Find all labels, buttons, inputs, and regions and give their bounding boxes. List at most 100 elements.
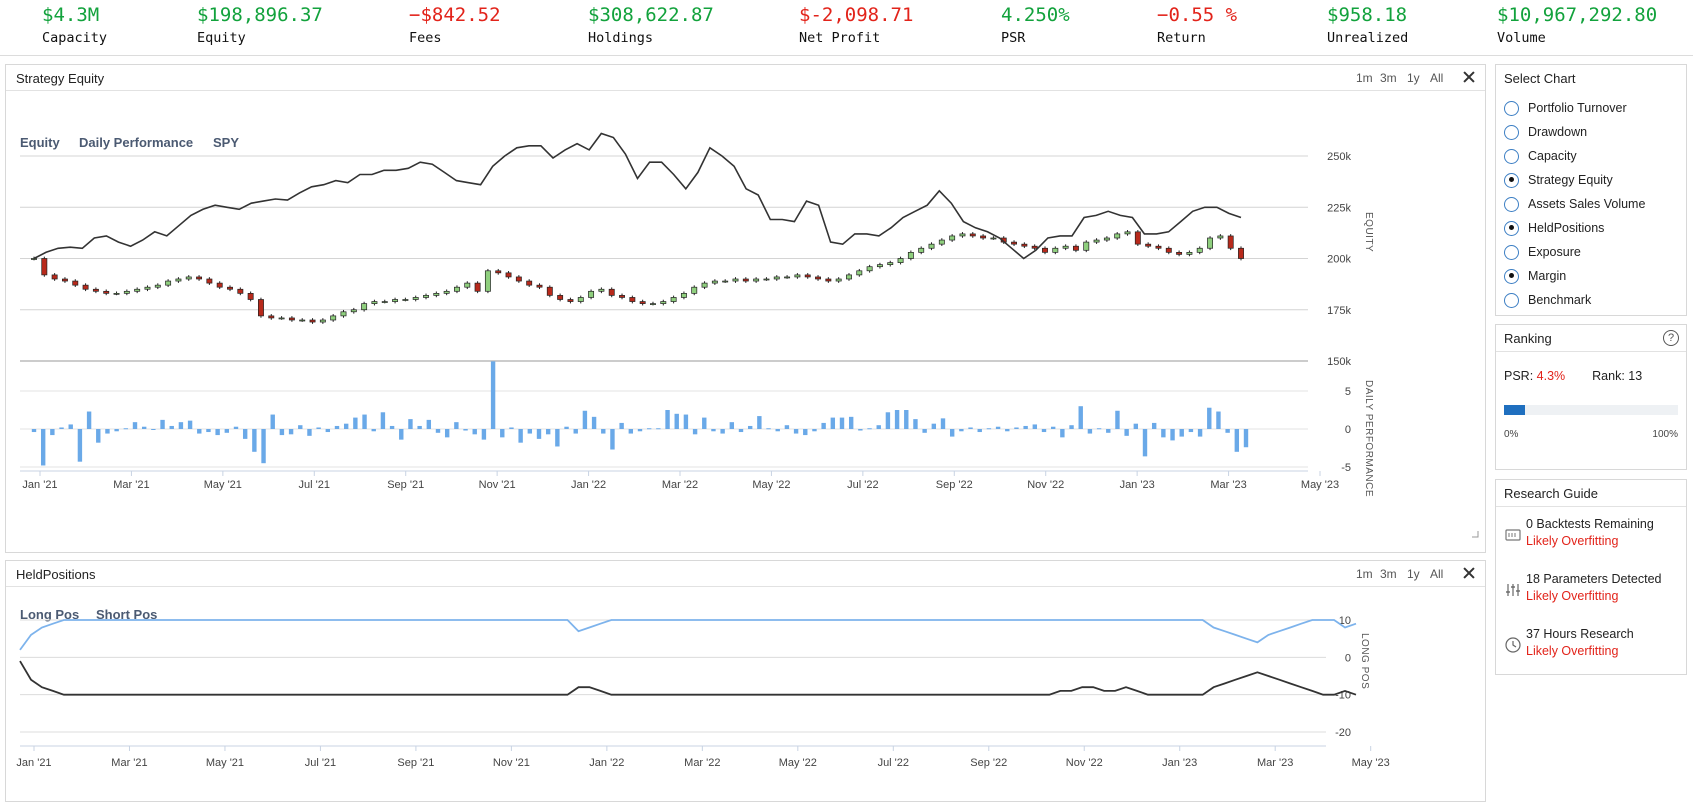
- x-tick-label: Jul '22: [878, 757, 909, 769]
- radio-label: Benchmark: [1528, 293, 1592, 307]
- daily-performance-bar: [803, 429, 808, 436]
- candle: [412, 297, 419, 300]
- x-tick-label: Mar '21: [113, 479, 149, 491]
- radio-icon[interactable]: [1504, 244, 1519, 260]
- y-tick-label: -5: [1341, 462, 1351, 474]
- stat-label: Capacity: [42, 30, 108, 46]
- candle: [639, 301, 646, 304]
- daily-performance-bar: [683, 414, 689, 429]
- range-3m-button[interactable]: 3m: [1380, 71, 1397, 85]
- daily-performance-bar: [1216, 411, 1221, 429]
- chart-option-drawdown[interactable]: Drawdown: [1504, 122, 1587, 142]
- daily-performance-bar: [380, 412, 386, 429]
- help-icon[interactable]: ?: [1663, 330, 1679, 346]
- panel-header: HeldPositions 1m 3m 1y All: [6, 561, 1485, 587]
- radio-icon[interactable]: [1504, 196, 1519, 212]
- daily-performance-bar: [977, 429, 982, 433]
- chart-option-margin[interactable]: Margin: [1504, 266, 1566, 286]
- candle: [433, 293, 440, 296]
- y-axis-title: LONG POS: [1359, 633, 1370, 689]
- x-tick-label: Jan '21: [22, 479, 57, 491]
- stat-net-profit: $-2,098.71 Net Profit: [799, 4, 913, 47]
- candle: [495, 270, 502, 274]
- x-tick-label: Nov '21: [479, 479, 516, 491]
- legend-spy[interactable]: SPY: [213, 135, 239, 150]
- stat-value: $308,622.87: [588, 4, 714, 26]
- candle: [691, 286, 698, 294]
- candle: [340, 311, 347, 317]
- daily-performance-bar: [334, 425, 340, 429]
- strategy-equity-panel: Strategy Equity 1m 3m 1y All Equity Dail…: [5, 64, 1486, 553]
- daily-performance-bar: [343, 423, 349, 429]
- daily-performance-bar: [215, 429, 220, 436]
- x-tick-label: Sep '22: [936, 479, 973, 491]
- candle: [825, 278, 832, 282]
- chart-option-portfolio-turnover[interactable]: Portfolio Turnover: [1504, 98, 1627, 118]
- range-1m-button[interactable]: 1m: [1356, 567, 1373, 581]
- candle: [237, 288, 244, 294]
- radio-icon[interactable]: [1504, 268, 1519, 284]
- chart-option-assets-sales-volume[interactable]: Assets Sales Volume: [1504, 194, 1645, 214]
- range-all-button[interactable]: All: [1430, 567, 1444, 581]
- daily-performance-bar: [279, 429, 285, 436]
- daily-performance-bar: [426, 419, 432, 429]
- candle: [103, 290, 110, 294]
- radio-icon[interactable]: [1504, 124, 1519, 140]
- candle: [51, 274, 58, 280]
- stat-label: Holdings: [588, 30, 654, 46]
- candle: [1165, 247, 1172, 253]
- psr-label: PSR:: [1504, 369, 1534, 383]
- close-icon[interactable]: [1460, 68, 1478, 86]
- daily-performance-bar: [940, 418, 946, 429]
- radio-icon[interactable]: [1504, 220, 1519, 236]
- range-3m-button[interactable]: 3m: [1380, 567, 1397, 581]
- daily-performance-bar: [995, 426, 1001, 429]
- guide-item[interactable]: 37 Hours Research Likely Overfitting: [1504, 626, 1680, 666]
- range-1y-button[interactable]: 1y: [1407, 567, 1420, 581]
- radio-icon[interactable]: [1504, 100, 1519, 116]
- legend-long-pos[interactable]: Long Pos: [20, 607, 79, 622]
- legend-daily-performance[interactable]: Daily Performance: [79, 135, 193, 150]
- guide-item-text: 18 Parameters Detected: [1526, 572, 1662, 586]
- legend-equity[interactable]: Equity: [20, 135, 60, 150]
- psr-value: 4.3%: [1536, 369, 1566, 383]
- chart-option-heldpositions[interactable]: HeldPositions: [1504, 218, 1604, 238]
- y-tick-label: 150k: [1327, 356, 1351, 368]
- candle: [670, 297, 677, 302]
- daily-performance-bar: [1179, 429, 1184, 437]
- chart-option-exposure[interactable]: Exposure: [1504, 242, 1581, 262]
- candle: [650, 303, 656, 305]
- daily-performance-bar: [949, 429, 955, 437]
- y-tick-label: -20: [1335, 727, 1351, 739]
- candle: [949, 235, 956, 241]
- x-tick-label: May '23: [1352, 757, 1390, 769]
- candle: [216, 282, 223, 288]
- radio-icon[interactable]: [1504, 172, 1519, 188]
- radio-label: Margin: [1528, 269, 1567, 283]
- legend-short-pos[interactable]: Short Pos: [96, 607, 157, 622]
- daily-performance-bar: [527, 429, 533, 434]
- chart-option-strategy-equity[interactable]: Strategy Equity: [1504, 170, 1613, 190]
- chart-option-benchmark[interactable]: Benchmark: [1504, 290, 1591, 310]
- range-1y-button[interactable]: 1y: [1407, 71, 1420, 85]
- radio-icon[interactable]: [1504, 292, 1519, 308]
- guide-item[interactable]: 18 Parameters Detected Likely Overfittin…: [1504, 571, 1680, 611]
- candle: [732, 278, 739, 282]
- chart-option-capacity[interactable]: Capacity: [1504, 146, 1577, 166]
- daily-performance-bar: [1225, 429, 1230, 433]
- daily-performance-bar: [50, 429, 55, 436]
- daily-performance-bar: [1170, 429, 1175, 441]
- radio-icon[interactable]: [1504, 148, 1519, 164]
- guide-item[interactable]: 0 Backtests Remaining Likely Overfitting: [1504, 516, 1680, 556]
- candle: [227, 286, 233, 290]
- x-tick-label: Mar '21: [111, 757, 147, 769]
- daily-performance-bar: [619, 422, 624, 429]
- daily-performance-bar: [472, 429, 477, 435]
- range-1m-button[interactable]: 1m: [1356, 71, 1373, 85]
- range-all-button[interactable]: All: [1430, 71, 1444, 85]
- candle: [1217, 235, 1224, 239]
- daily-performance-bar: [885, 412, 891, 429]
- spy-line: [33, 132, 1242, 260]
- close-icon[interactable]: [1460, 564, 1478, 582]
- daily-performance-bar: [307, 429, 312, 436]
